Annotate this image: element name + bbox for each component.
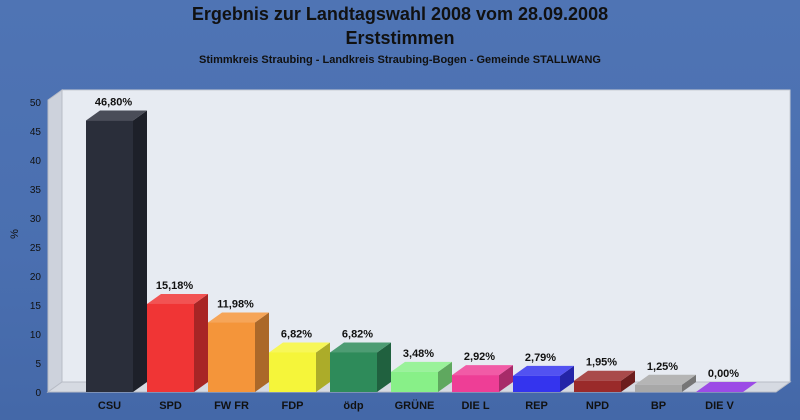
- bar-value-label: 3,48%: [403, 348, 434, 360]
- bar-value-label: 6,82%: [342, 328, 373, 340]
- y-tick-label: 40: [30, 156, 42, 167]
- bar: [452, 365, 513, 392]
- bar-value-label: 2,79%: [525, 352, 556, 364]
- y-tick-label: 10: [30, 330, 42, 341]
- y-tick-label: 20: [30, 272, 42, 283]
- y-tick-label: 15: [30, 301, 42, 312]
- bars-group: 46,80% 15,18% 11,98% 6,82% 6,82% 3,48% 2,92% 2,…: [86, 97, 757, 392]
- category-label: NPD: [586, 400, 609, 412]
- chart-subtitle: Erststimmen: [345, 28, 455, 48]
- category-label: GRÜNE: [395, 399, 435, 412]
- bar: [391, 361, 452, 392]
- category-labels: CSU SPD FW FR FDP ödp GRÜNE DIE L REP NPD BP DIE V: [98, 399, 735, 412]
- y-tick-label: 30: [30, 214, 42, 225]
- bar: [208, 312, 269, 392]
- y-tick-label: 5: [35, 359, 41, 370]
- chart-title: Ergebnis zur Landtagswahl 2008 vom 28.09…: [191, 4, 609, 24]
- category-label: FDP: [282, 400, 304, 412]
- y-tick-label: 25: [30, 243, 42, 254]
- y-tick-label: 35: [30, 185, 42, 196]
- category-label: DIE L: [461, 400, 489, 412]
- y-tick-label: 0: [35, 388, 41, 399]
- bar: [269, 342, 330, 392]
- bar-value-label: 15,18%: [156, 280, 194, 292]
- bar-value-label: 2,92%: [464, 351, 495, 363]
- y-axis-label: %: [9, 229, 21, 239]
- bar-value-label: 6,82%: [281, 328, 312, 340]
- y-tick-label: 45: [30, 127, 42, 138]
- bar: [635, 374, 696, 392]
- y-tick-label: 50: [30, 98, 42, 109]
- category-label: SPD: [159, 400, 182, 412]
- bar-value-label: 0,00%: [708, 368, 739, 380]
- category-label: DIE V: [705, 400, 734, 412]
- chart-caption: Stimmkreis Straubing - Landkreis Straubi…: [199, 54, 601, 66]
- bar: [513, 365, 574, 392]
- category-label: BP: [651, 400, 666, 412]
- category-label: ödp: [343, 400, 363, 412]
- category-label: REP: [525, 400, 548, 412]
- bar: [330, 342, 391, 392]
- bar: [696, 382, 757, 392]
- bar-value-label: 1,95%: [586, 357, 617, 369]
- category-label: CSU: [98, 400, 121, 412]
- bar: [147, 293, 208, 392]
- category-label: FW FR: [214, 400, 249, 412]
- bar-value-label: 1,25%: [647, 361, 678, 373]
- bar: [86, 110, 147, 392]
- bar: [574, 370, 635, 392]
- bar-value-label: 11,98%: [217, 299, 254, 311]
- y-axis: 0 5 10 15 20 25 30 35 40 45 50: [30, 98, 42, 399]
- bar-value-label: 46,80%: [95, 97, 133, 109]
